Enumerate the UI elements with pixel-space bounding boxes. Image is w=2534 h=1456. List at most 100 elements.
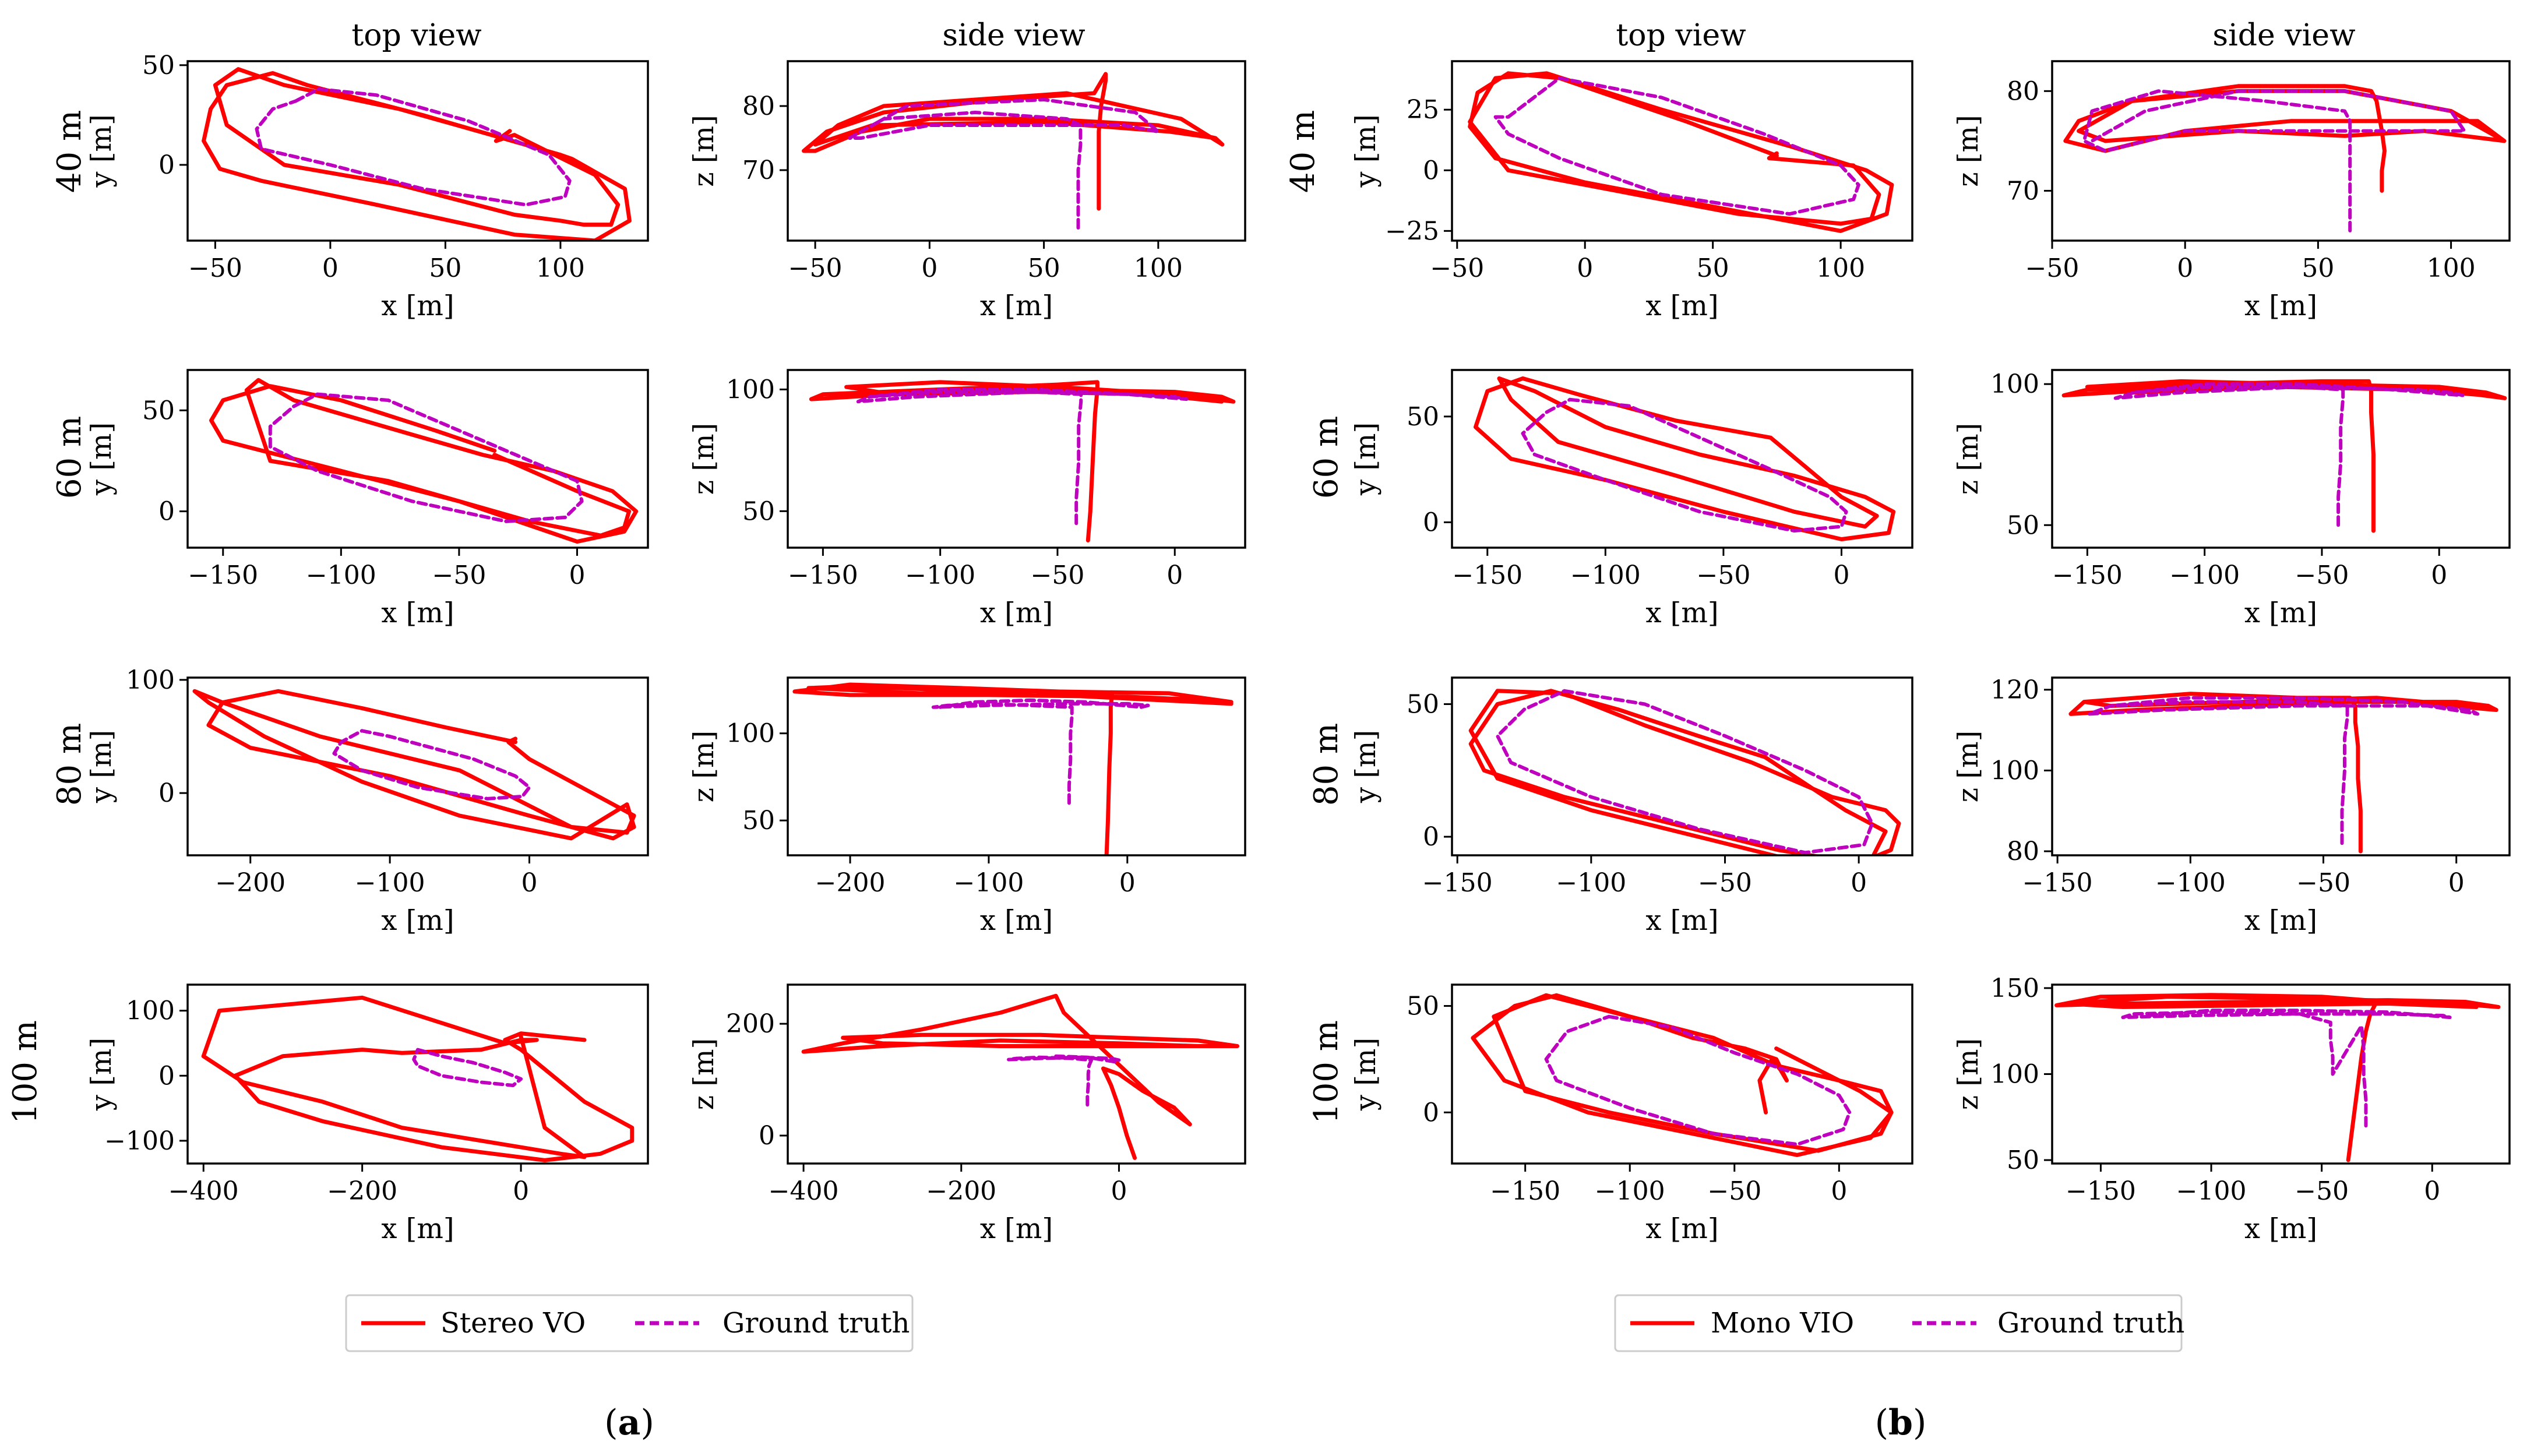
x-axis-label-b-60-top: x [m] <box>1645 597 1718 629</box>
y-tick-label-a-80-top: 0 <box>158 778 175 808</box>
y-tick-label-b-80-side: 100 <box>1990 756 2039 785</box>
y-tick-label-a-60-side: 50 <box>742 496 775 526</box>
x-axis-label-a-40-top: x [m] <box>381 290 454 322</box>
subplot-b-40-side: −50 0 50 100 70 80 x [m] z [m] <box>1952 60 2511 322</box>
y-tick-label-a-60-top: 50 <box>142 396 175 425</box>
x-tick-label-a-40-side: 0 <box>921 253 938 283</box>
panel-label-a: (a) <box>604 1402 654 1443</box>
y-axis-label-a-40-top: y [m] <box>85 114 118 188</box>
x-tick-label-b-100-side: 0 <box>2424 1176 2440 1206</box>
axes-frame-b-80-side <box>2051 676 2511 856</box>
y-axis-label-a-60-top: y [m] <box>85 422 118 496</box>
subplot-a-80-side: −200 −100 0 50 100 x [m] z [m] <box>688 676 1246 937</box>
subplot-b-80-top: −150 −100 −50 0 0 50 x [m] y [m] <box>1349 676 1913 937</box>
x-tick-label-a-80-top: −200 <box>215 868 286 898</box>
legend-b-frame <box>1614 1294 2183 1352</box>
x-tick-label-b-40-side: 100 <box>2427 253 2476 283</box>
y-tick-label-b-40-top: −25 <box>1385 216 1439 246</box>
ground-truth-trajectory-a-80-side <box>931 698 1150 805</box>
x-tick-label-a-40-side: −50 <box>788 253 843 283</box>
y-axis-label-b-100-top: y [m] <box>1349 1038 1382 1111</box>
y-tick-label-a-40-top: 0 <box>158 150 175 180</box>
column-title-top-view-a: top view <box>351 18 481 53</box>
y-tick-label-a-40-top: 50 <box>142 51 175 80</box>
x-tick-label-b-60-side: −150 <box>2052 560 2123 590</box>
ground-truth-trajectory-a-60-side <box>856 387 1189 526</box>
axes-frame-a-60-side <box>787 369 1246 549</box>
ground-truth-trajectory-b-40-top <box>1493 76 1860 216</box>
subplot-b-60-top: −150 −100 −50 0 0 50 x [m] y [m] <box>1349 369 1913 629</box>
x-tick-label-a-40-side: 50 <box>1028 253 1060 283</box>
x-tick-label-b-60-side: 0 <box>2431 560 2447 590</box>
ground-truth-trajectory-b-80-side <box>2087 696 2480 845</box>
subplot-a-40-side: −50 0 50 100 70 80 x [m] z [m] <box>688 60 1246 322</box>
y-tick-label-a-40-side: 80 <box>742 91 775 121</box>
ground-truth-trajectory-a-60-top <box>268 392 584 523</box>
x-tick-label-b-80-top: 0 <box>1851 868 1867 898</box>
estimated-trajectory-a-60-top <box>209 378 639 544</box>
subplot-a-40-top: −50 0 50 100 0 50 x [m] y [m] <box>85 51 649 322</box>
estimated-trajectory-b-100-side <box>2054 993 2501 1162</box>
y-axis-label-a-60-side: z [m] <box>688 423 720 495</box>
axes-frame-b-60-side <box>2051 369 2511 549</box>
estimated-trajectory-a-60-side <box>809 380 1236 542</box>
legend-a: Stereo VO Ground truth <box>345 1294 914 1352</box>
x-axis-label-b-100-side: x [m] <box>2244 1212 2317 1245</box>
x-tick-label-a-60-side: −100 <box>905 560 975 590</box>
y-tick-label-a-100-side: 200 <box>726 1009 775 1039</box>
x-tick-label-b-60-top: −100 <box>1570 560 1641 590</box>
estimated-trajectory-a-40-side <box>802 72 1225 211</box>
row-label-60m-a: 60 m <box>51 416 89 499</box>
estimated-trajectory-b-100-top <box>1471 993 1894 1157</box>
plot-grid: −50 0 50 100 0 50 x [m] y [m] −50 0 50 100 70 80 x [m]… <box>85 51 2511 1245</box>
x-axis-label-b-40-top: x [m] <box>1645 290 1718 322</box>
axes-frame-a-100-side <box>787 983 1246 1165</box>
y-axis-label-b-40-top: y [m] <box>1349 114 1382 188</box>
y-tick-label-b-100-side: 150 <box>1990 974 2039 1003</box>
estimated-trajectory-b-80-top <box>1468 689 1901 855</box>
x-tick-label-b-80-top: −50 <box>1698 868 1752 898</box>
x-tick-label-a-80-side: −100 <box>953 868 1024 898</box>
estimated-trajectory-b-40-top <box>1468 71 1894 233</box>
x-tick-label-a-40-top: −50 <box>188 253 242 283</box>
legend-b: Mono VIO Ground truth <box>1614 1294 2184 1352</box>
y-tick-label-a-100-top: −100 <box>104 1126 175 1156</box>
x-tick-label-a-80-side: 0 <box>1119 868 1136 898</box>
x-tick-label-a-60-top: 0 <box>569 560 585 590</box>
y-tick-label-a-80-side: 100 <box>726 719 775 749</box>
axes-frame-a-80-top <box>186 676 649 856</box>
x-tick-label-a-100-top: −400 <box>168 1176 239 1206</box>
row-label-100m-b: 100 m <box>1307 1020 1345 1124</box>
x-tick-label-b-100-top: −100 <box>1595 1176 1665 1206</box>
x-tick-label-b-60-side: −50 <box>2295 560 2349 590</box>
x-tick-label-a-100-top: 0 <box>513 1176 529 1206</box>
ground-truth-trajectory-a-40-side <box>848 98 1160 230</box>
estimated-trajectory-b-80-side <box>2068 692 2498 854</box>
x-axis-label-b-60-side: x [m] <box>2244 597 2317 629</box>
subplot-a-100-side: −400 −200 0 0 200 x [m] z [m] <box>688 983 1246 1245</box>
y-axis-label-a-80-top: y [m] <box>85 730 118 803</box>
legend-a-label-ground-truth: Ground truth <box>723 1307 910 1339</box>
y-tick-label-b-40-top: 0 <box>1423 156 1439 185</box>
y-tick-label-b-40-top: 25 <box>1407 95 1439 125</box>
subplot-a-60-side: −150 −100 −50 0 50 100 x [m] z [m] <box>688 369 1246 629</box>
x-axis-label-b-100-top: x [m] <box>1645 1212 1718 1245</box>
x-axis-label-a-60-side: x [m] <box>980 597 1053 629</box>
x-tick-label-a-80-side: −200 <box>815 868 886 898</box>
x-tick-label-a-100-side: 0 <box>1111 1176 1127 1206</box>
column-title-side-view-b: side view <box>2212 18 2355 53</box>
panel-label-b: (b) <box>1875 1402 1927 1443</box>
x-tick-label-b-80-side: −100 <box>2155 868 2226 898</box>
y-tick-label-b-80-top: 50 <box>1407 690 1439 720</box>
x-axis-label-b-40-side: x [m] <box>2244 290 2317 322</box>
axes-frame-a-40-side <box>787 60 1246 242</box>
axes-frame-a-40-top <box>186 60 649 242</box>
x-tick-label-a-60-side: −150 <box>788 560 858 590</box>
y-tick-label-b-40-side: 70 <box>2007 176 2039 206</box>
axes-frame-a-100-top <box>186 983 649 1165</box>
x-tick-label-b-40-top: 0 <box>1577 253 1593 283</box>
x-axis-label-a-60-top: x [m] <box>381 597 454 629</box>
x-tick-label-b-100-side: −50 <box>2295 1176 2349 1206</box>
ground-truth-trajectory-a-100-side <box>1007 1054 1121 1107</box>
row-label-40m-b: 40 m <box>1284 110 1322 193</box>
